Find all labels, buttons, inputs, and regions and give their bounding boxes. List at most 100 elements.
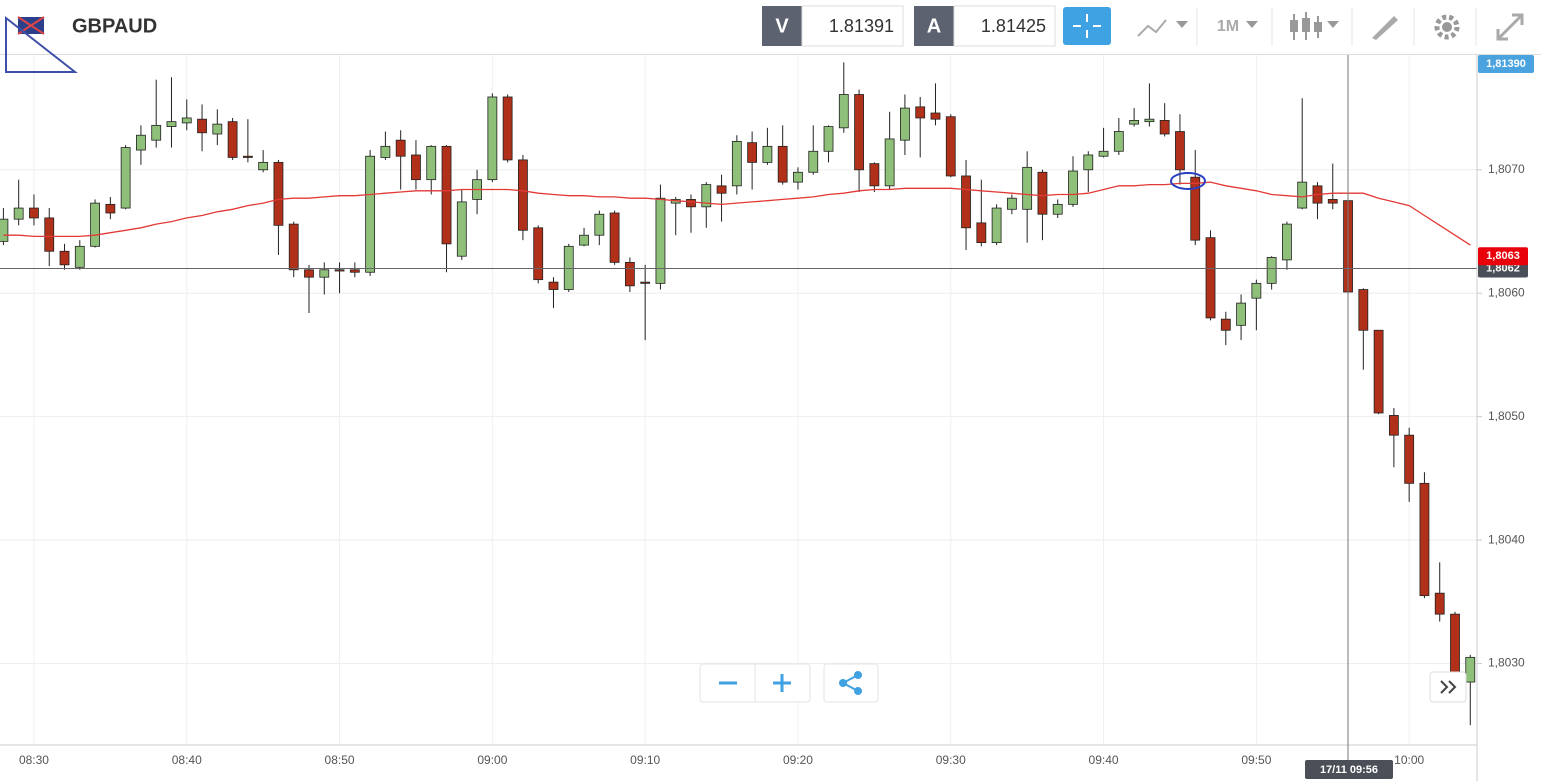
- ask-button[interactable]: [914, 6, 954, 46]
- candle-body: [915, 106, 926, 119]
- share-dot: [854, 687, 862, 695]
- candle-body: [441, 145, 452, 245]
- candle-body: [242, 155, 253, 158]
- candle-body: [13, 207, 24, 220]
- candle-body: [212, 123, 223, 135]
- crosshair-icon: [1073, 14, 1101, 38]
- candle-body: [1220, 318, 1231, 331]
- candle-body: [1190, 176, 1201, 241]
- candle-body: [701, 184, 712, 208]
- candle-body: [120, 147, 131, 209]
- y-tick-label: 1,8030: [1488, 656, 1525, 670]
- candle-body: [1297, 181, 1308, 209]
- top-tag-label: 1,81390: [1486, 58, 1526, 70]
- bid-label: V: [775, 15, 789, 37]
- timeframe[interactable]: 1M: [1217, 18, 1239, 35]
- candle-body: [1251, 282, 1262, 299]
- draw-icon[interactable]: [1372, 16, 1398, 40]
- candle-body: [1266, 257, 1277, 284]
- x-tick-label: 09:20: [783, 753, 813, 767]
- share-dot: [839, 679, 847, 687]
- candle-body: [1144, 118, 1155, 123]
- candle-body: [1434, 592, 1445, 615]
- candle-body: [716, 185, 727, 194]
- candle-body: [579, 234, 589, 246]
- candle-body: [991, 207, 1002, 244]
- candle-body: [1404, 434, 1415, 484]
- candle-body: [1052, 203, 1063, 215]
- fullscreen-icon[interactable]: [1496, 13, 1524, 41]
- candle-body: [854, 94, 864, 171]
- candle-body: [624, 261, 635, 287]
- candle-body: [90, 202, 100, 247]
- candle-body: [838, 94, 849, 129]
- candle-body: [44, 217, 55, 252]
- candle-body: [304, 269, 314, 278]
- candle-body: [1205, 237, 1216, 319]
- candle-body: [777, 145, 788, 183]
- candle-body: [1159, 120, 1170, 135]
- settings-icon[interactable]: [1434, 14, 1460, 40]
- candle-body: [59, 250, 70, 266]
- candle-body: [197, 118, 207, 134]
- settings-icon-center: [1442, 22, 1452, 32]
- candle-body: [258, 161, 269, 171]
- candle-body: [548, 281, 559, 290]
- dropdown-arrow: [1246, 21, 1258, 28]
- y-tick-label: 1,8060: [1488, 285, 1525, 299]
- candle-body: [1068, 170, 1078, 205]
- candle-body: [1358, 289, 1369, 331]
- crosshair-tag: [1305, 760, 1393, 779]
- candle-body: [686, 199, 696, 208]
- candle-body: [1006, 197, 1017, 210]
- share-dot: [854, 671, 862, 679]
- candle-body: [1113, 131, 1124, 152]
- candle-body: [900, 107, 910, 141]
- candle-body: [594, 213, 605, 236]
- x-tick-label: 09:50: [1241, 753, 1271, 767]
- x-tick-label: 08:50: [325, 753, 355, 767]
- candle-body: [1388, 415, 1399, 436]
- moving-average: [3, 181, 1471, 246]
- x-tick-label: 09:10: [630, 753, 660, 767]
- candle-body: [1129, 120, 1140, 125]
- bid-button[interactable]: [762, 6, 802, 46]
- candle-body: [1098, 150, 1109, 157]
- chart-type-icon[interactable]: [1137, 19, 1167, 37]
- candle-body: [365, 155, 376, 273]
- candle-body: [319, 269, 330, 278]
- candle-body: [808, 150, 819, 173]
- candle-body: [334, 269, 345, 272]
- x-tick-label: 10:00: [1394, 753, 1424, 767]
- candle-body: [793, 171, 803, 183]
- candle-body: [533, 227, 544, 281]
- dropdown-arrow: [1176, 21, 1188, 28]
- dropdown-arrow: [1327, 21, 1339, 28]
- candles-icon-body: [1314, 22, 1322, 32]
- crosshair-label: 17/11 09:56: [1320, 764, 1378, 776]
- candles-icon-body: [1302, 18, 1310, 32]
- y-tick-label: 1,8070: [1488, 162, 1525, 176]
- annotation-ellipse: [1170, 172, 1206, 190]
- candle-body: [166, 121, 177, 127]
- plot: [0, 62, 1477, 726]
- crosshair-button[interactable]: [1063, 7, 1111, 45]
- share-button[interactable]: [823, 663, 879, 703]
- candle-body: [640, 281, 651, 284]
- candle-body: [1373, 329, 1384, 414]
- candle-body: [823, 126, 834, 152]
- x-tick-label: 08:40: [172, 753, 202, 767]
- ask-price: 1.81425: [981, 16, 1046, 36]
- candle-body: [930, 112, 941, 120]
- candle-body: [456, 201, 467, 257]
- candle-body: [762, 145, 773, 163]
- bid-price: 1.81391: [829, 16, 894, 36]
- candle-body: [518, 159, 528, 231]
- scroll-end-icon: [1440, 680, 1457, 694]
- candle-body: [487, 96, 498, 181]
- ask-tag-label: 1,8063: [1486, 250, 1520, 262]
- candle-body: [411, 154, 421, 181]
- x-tick-label: 09:40: [1089, 753, 1119, 767]
- zoom-in[interactable]: [773, 674, 791, 692]
